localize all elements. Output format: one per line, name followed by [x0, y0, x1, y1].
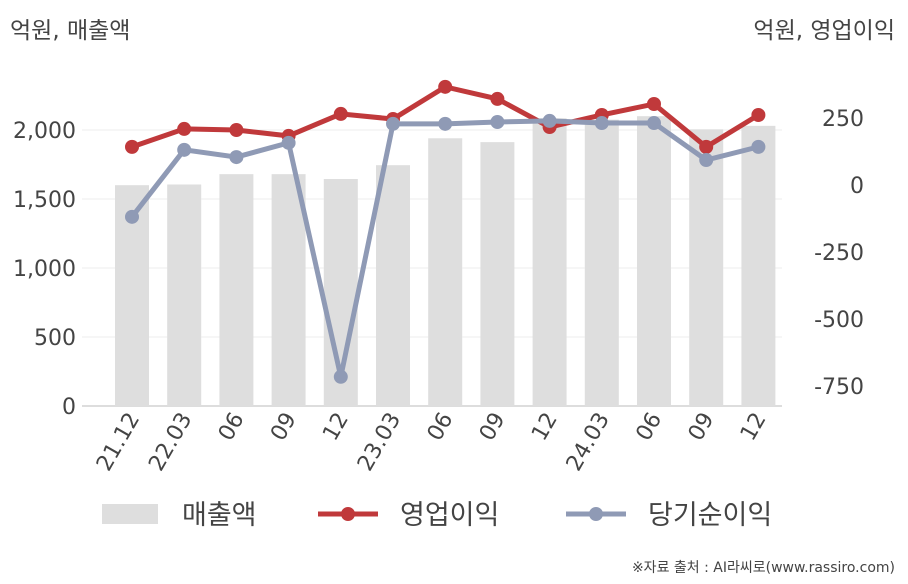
marker: [229, 123, 244, 137]
y2-tick-label: 250: [822, 107, 864, 132]
marker: [281, 135, 296, 150]
y2-tick-label: 0: [850, 174, 864, 199]
y-tick-label: 0: [62, 395, 76, 420]
marker: [177, 121, 192, 136]
x-tick-label: 24.03: [562, 409, 615, 476]
y2-tick-label: -750: [814, 375, 864, 400]
y2-axis-label: 억원, 영업이익: [753, 18, 895, 44]
y-tick-label: 1,000: [13, 257, 76, 282]
bar: [480, 142, 515, 407]
marker: [490, 91, 505, 106]
bar: [689, 129, 724, 406]
marker: [490, 114, 505, 129]
x-tick-label: 12: [318, 409, 354, 446]
marker: [438, 116, 453, 131]
marker: [542, 113, 557, 128]
x-tick-label: 09: [684, 409, 720, 446]
x-tick-label: 06: [423, 409, 459, 446]
x-tick-label: 21.12: [92, 409, 145, 476]
legend-label: 당기순이익: [648, 500, 772, 531]
legend-label: 영업이익: [400, 500, 499, 531]
marker: [386, 116, 400, 131]
marker: [647, 116, 661, 131]
marker: [125, 139, 139, 154]
x-tick-label: 22.03: [144, 409, 197, 476]
x-tick-label: 23.03: [353, 409, 406, 476]
x-tick-label: 09: [475, 409, 511, 446]
legend-swatch: [341, 507, 355, 521]
bar: [637, 116, 671, 406]
bar: [741, 125, 776, 407]
y-tick-label: 500: [34, 326, 76, 351]
legend-swatch: [102, 504, 158, 524]
bar: [167, 184, 202, 406]
legend-swatch: [589, 507, 603, 521]
marker: [438, 79, 453, 94]
marker: [229, 150, 244, 165]
marker: [751, 139, 766, 154]
marker: [333, 369, 348, 384]
bar: [428, 138, 463, 406]
x-tick-label: 09: [266, 409, 302, 446]
marker: [751, 107, 766, 122]
marker: [647, 97, 661, 112]
bar: [584, 119, 619, 407]
y-tick-label: 1,500: [13, 188, 76, 213]
x-tick-label: 12: [527, 409, 563, 446]
marker: [333, 106, 348, 121]
marker: [177, 142, 192, 157]
y2-tick-label: -250: [814, 241, 864, 266]
source: ※자료 출처 : AI라씨로(www.rassiro.com): [632, 560, 895, 576]
bar: [376, 165, 410, 406]
x-tick-label: 06: [214, 409, 250, 446]
y-tick-label: 2,000: [13, 119, 76, 144]
bar: [532, 118, 567, 407]
bar: [271, 174, 306, 406]
x-tick-label: 12: [736, 409, 772, 446]
marker: [125, 209, 139, 224]
y-axis-label: 억원, 매출액: [10, 18, 130, 44]
x-tick-label: 06: [632, 409, 668, 446]
marker: [699, 153, 714, 168]
marker: [699, 139, 714, 154]
y2-tick-label: -500: [814, 308, 864, 333]
marker: [594, 116, 609, 131]
bar: [219, 174, 254, 406]
legend-label: 매출액: [182, 500, 257, 531]
